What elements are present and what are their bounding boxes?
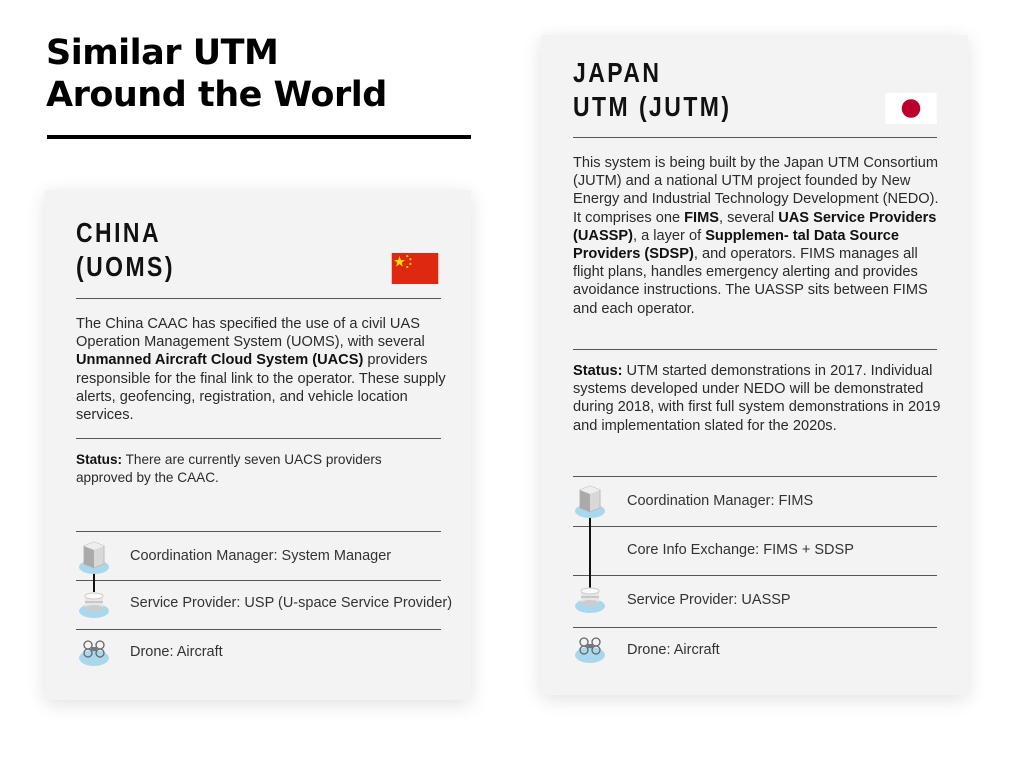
status-text: There are currently seven UACS providers…	[76, 452, 382, 485]
divider	[573, 349, 937, 350]
drone-icon	[575, 637, 605, 663]
row-core-info-exchange: Core Info Exchange: FIMS + SDSP	[627, 542, 854, 558]
text-segment: The China CAAC has specified the use of …	[76, 316, 425, 351]
china-heading-line-1: CHINA	[76, 217, 162, 248]
china-status: Status: There are currently seven UACS p…	[76, 451, 436, 487]
row-service-provider: Service Provider: USP (U-space Service P…	[130, 595, 453, 611]
china-flag-icon	[391, 253, 439, 284]
bold-term: Supplemen- tal Data Source Providers (SD…	[573, 227, 900, 263]
divider	[76, 580, 441, 581]
china-heading: CHINA (UOMS)	[76, 216, 175, 284]
china-card: CHINA (UOMS) The China CAAC has specifie…	[45, 190, 471, 700]
japan-flag-icon	[885, 93, 937, 124]
japan-status: Status: UTM started demonstrations in 20…	[573, 362, 941, 435]
row-service-provider: Service Provider: UASSP	[627, 592, 791, 608]
china-heading-line-2: (UOMS)	[76, 251, 175, 282]
japan-description: This system is being built by the Japan …	[573, 154, 941, 318]
text-segment: , several	[719, 209, 779, 226]
database-icon	[575, 587, 605, 613]
divider	[76, 531, 441, 532]
server-cube-icon	[575, 485, 605, 518]
status-label: Status:	[76, 452, 123, 467]
china-description: The China CAAC has specified the use of …	[76, 315, 446, 424]
title-line-2: Around the World	[46, 75, 387, 115]
divider	[573, 526, 937, 527]
drone-icon	[79, 640, 109, 666]
bold-term: Unmanned Aircraft Cloud System (UACS)	[76, 352, 364, 369]
divider	[573, 476, 937, 477]
database-icon	[79, 592, 109, 618]
server-cube-icon	[79, 541, 109, 574]
divider	[76, 438, 441, 439]
connector-line	[93, 560, 95, 592]
text-segment: providers responsible for the final link…	[76, 352, 446, 424]
japan-heading: JAPAN UTM (JUTM)	[573, 56, 732, 124]
divider	[76, 298, 441, 299]
japan-heading-line-2: UTM (JUTM)	[573, 91, 732, 122]
connector-line	[589, 513, 591, 591]
text-segment: , a layer of	[633, 227, 706, 244]
status-text: UTM started demonstrations in 2017. Indi…	[573, 363, 941, 434]
status-label: Status:	[573, 363, 623, 379]
page-title: Similar UTM Around the World	[46, 32, 387, 116]
divider	[573, 575, 937, 576]
bold-term: FIMS	[684, 209, 719, 226]
text-segment: , and operators. FIMS manages all flight…	[573, 246, 928, 317]
text-segment: This system is being built by the Japan …	[573, 155, 939, 226]
bold-term: UAS Service Providers (UASSP)	[573, 209, 937, 244]
title-line-1: Similar UTM	[46, 33, 279, 73]
japan-card: JAPAN UTM (JUTM) This system is being bu…	[541, 35, 968, 695]
divider	[573, 627, 937, 628]
divider	[573, 137, 937, 138]
row-coordination-manager: Coordination Manager: FIMS	[627, 493, 814, 509]
japan-heading-line-1: JAPAN	[573, 57, 662, 88]
row-drone: Drone: Aircraft	[130, 644, 223, 660]
title-divider	[47, 135, 471, 139]
divider	[76, 629, 441, 630]
row-coordination-manager: Coordination Manager: System Manager	[130, 548, 392, 564]
row-drone: Drone: Aircraft	[627, 642, 720, 658]
